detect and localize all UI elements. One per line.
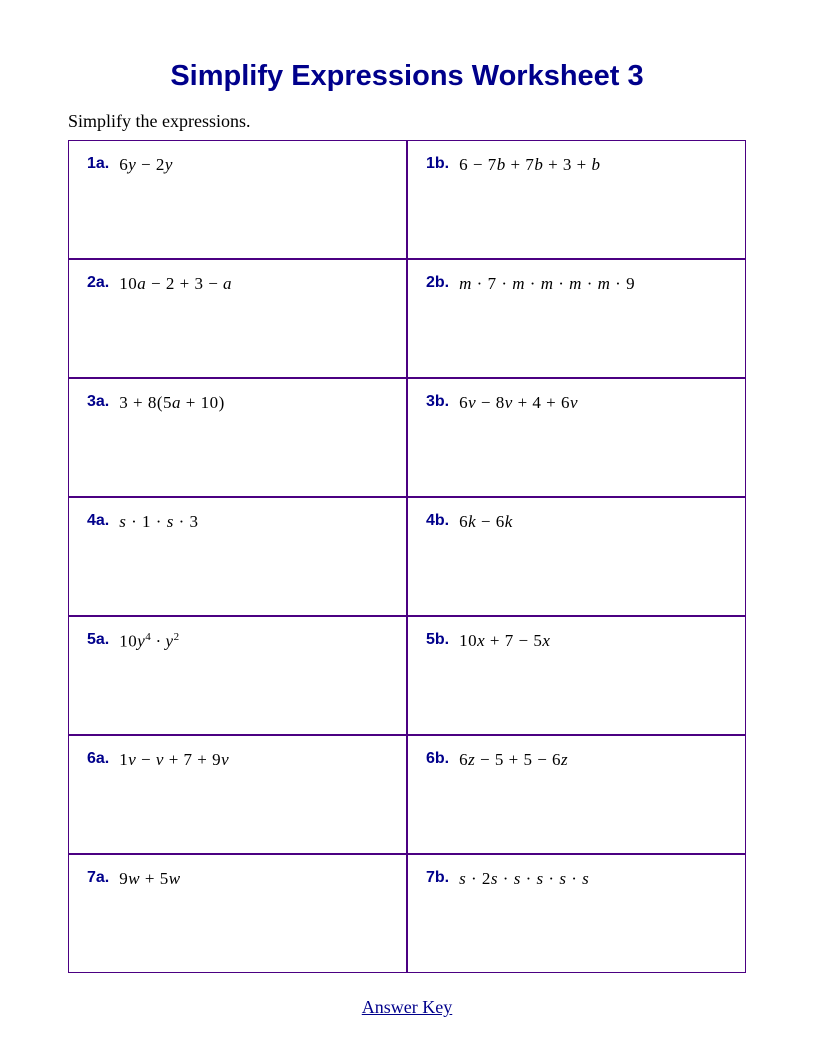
page-title: Simplify Expressions Worksheet 3 bbox=[68, 60, 746, 93]
problem-label: 6a. bbox=[87, 750, 109, 768]
problem-cell: 2a. 10a − 2 + 3 − a bbox=[69, 260, 406, 377]
problem-label: 5b. bbox=[426, 631, 449, 649]
problem-expression: m · 7 · m · m · m · m · 9 bbox=[459, 274, 635, 294]
problem-expression: 10a − 2 + 3 − a bbox=[119, 274, 232, 294]
instructions-text: Simplify the expressions. bbox=[68, 111, 746, 132]
problem-cell: 7a. 9w + 5w bbox=[69, 855, 406, 972]
problem-expression: 6v − 8v + 4 + 6v bbox=[459, 393, 578, 413]
problem-expression: 1v − v + 7 + 9v bbox=[119, 750, 229, 770]
problem-cell: 5a. 10y4 · y2 bbox=[69, 617, 406, 734]
problem-cell: 3a. 3 + 8(5a + 10) bbox=[69, 379, 406, 496]
problem-label: 1a. bbox=[87, 155, 109, 173]
problem-label: 2a. bbox=[87, 274, 109, 292]
problem-expression: 10y4 · y2 bbox=[119, 631, 179, 652]
problem-expression: 6y − 2y bbox=[119, 155, 173, 175]
problem-expression: 3 + 8(5a + 10) bbox=[119, 393, 225, 413]
problem-expression: 6k − 6k bbox=[459, 512, 513, 532]
problem-expression: 10x + 7 − 5x bbox=[459, 631, 550, 651]
problem-label: 2b. bbox=[426, 274, 449, 292]
problem-expression: 6 − 7b + 7b + 3 + b bbox=[459, 155, 600, 175]
problem-expression: 9w + 5w bbox=[119, 869, 180, 889]
problem-cell: 7b. s · 2s · s · s · s · s bbox=[408, 855, 745, 972]
problem-cell: 3b. 6v − 8v + 4 + 6v bbox=[408, 379, 745, 496]
problem-cell: 1b. 6 − 7b + 7b + 3 + b bbox=[408, 141, 745, 258]
answer-key-link[interactable]: Answer Key bbox=[68, 997, 746, 1018]
problem-cell: 2b. m · 7 · m · m · m · m · 9 bbox=[408, 260, 745, 377]
problem-label: 7a. bbox=[87, 869, 109, 887]
problem-cell: 6a. 1v − v + 7 + 9v bbox=[69, 736, 406, 853]
problem-expression: 6z − 5 + 5 − 6z bbox=[459, 750, 568, 770]
problem-label: 1b. bbox=[426, 155, 449, 173]
problem-cell: 6b. 6z − 5 + 5 − 6z bbox=[408, 736, 745, 853]
problem-cell: 4b. 6k − 6k bbox=[408, 498, 745, 615]
problem-label: 5a. bbox=[87, 631, 109, 649]
problems-grid: 1a. 6y − 2y 1b. 6 − 7b + 7b + 3 + b 2a. 10a −… bbox=[68, 140, 746, 973]
problem-label: 3b. bbox=[426, 393, 449, 411]
problem-cell: 1a. 6y − 2y bbox=[69, 141, 406, 258]
problem-label: 4b. bbox=[426, 512, 449, 530]
problem-cell: 5b. 10x + 7 − 5x bbox=[408, 617, 745, 734]
problem-label: 4a. bbox=[87, 512, 109, 530]
problem-cell: 4a. s · 1 · s · 3 bbox=[69, 498, 406, 615]
problem-expression: s · 1 · s · 3 bbox=[119, 512, 198, 532]
problem-label: 6b. bbox=[426, 750, 449, 768]
problem-expression: s · 2s · s · s · s · s bbox=[459, 869, 589, 889]
problem-label: 3a. bbox=[87, 393, 109, 411]
problem-label: 7b. bbox=[426, 869, 449, 887]
